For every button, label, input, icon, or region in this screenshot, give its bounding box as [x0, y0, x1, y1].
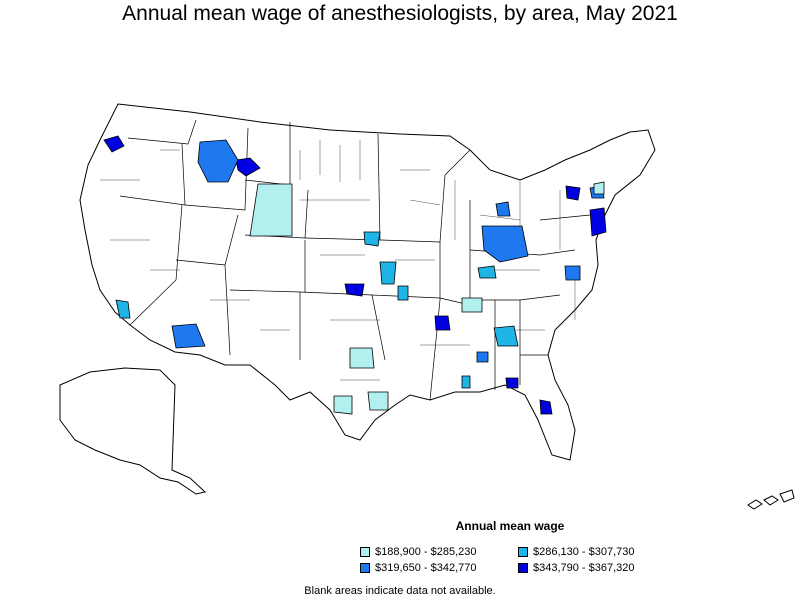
- area-florida-gulf: [461, 375, 471, 389]
- area-texas-north: [349, 347, 375, 369]
- legend-item-tier3: $319,650 - $342,770: [360, 562, 477, 574]
- area-kentucky: [477, 265, 497, 279]
- legend-swatch-tier3: [360, 563, 370, 573]
- area-kansas: [344, 283, 365, 297]
- area-georgia-south: [505, 377, 519, 389]
- legend-swatch-tier2: [518, 547, 528, 557]
- area-texas-central: [333, 395, 353, 415]
- legend-title: Annual mean wage: [455, 519, 565, 533]
- area-maine: [593, 181, 605, 195]
- area-new-york-upstate: [565, 185, 581, 201]
- footnote: Blank areas indicate data not available.: [304, 585, 496, 597]
- area-california-south: [115, 299, 131, 319]
- legend-label-tier4: $343,790 - $367,320: [533, 562, 635, 574]
- area-michigan: [495, 201, 511, 217]
- legend-item-tier2: $286,130 - $307,730: [518, 546, 635, 558]
- legend-swatch-tier4: [518, 563, 528, 573]
- area-portland-or: [103, 135, 125, 153]
- area-montana-west: [197, 139, 239, 183]
- area-arizona: [171, 323, 206, 349]
- area-tennessee: [493, 325, 519, 347]
- map-title: Annual mean wage of anesthesiologists, b…: [122, 2, 678, 25]
- legend-swatch-tier1: [360, 547, 370, 557]
- area-florida-west: [539, 399, 553, 415]
- legend-item-tier1: $188,900 - $285,230: [360, 546, 477, 558]
- area-montana-east: [235, 157, 261, 177]
- county-grid: [100, 140, 576, 381]
- legend-label-tier3: $319,650 - $342,770: [375, 562, 477, 574]
- area-tennessee-west: [461, 297, 483, 313]
- area-indiana-ohio: [481, 225, 529, 263]
- contiguous-us-outline: [79, 103, 656, 461]
- area-kansas-west: [379, 261, 397, 285]
- area-georgia: [476, 351, 489, 363]
- area-virginia: [564, 265, 581, 281]
- area-arkansas: [434, 315, 451, 331]
- wage-areas: [103, 135, 607, 415]
- legend-label-tier1: $188,900 - $285,230: [375, 546, 477, 558]
- alaska-outline: [59, 367, 207, 495]
- area-wyoming: [249, 183, 293, 237]
- area-texas-houston: [367, 391, 389, 411]
- area-iowa: [363, 231, 381, 247]
- hawaii-islands: [747, 489, 795, 510]
- area-new-jersey: [589, 207, 607, 237]
- area-oklahoma: [397, 285, 409, 301]
- legend-item-tier4: $343,790 - $367,320: [518, 562, 635, 574]
- legend-label-tier2: $286,130 - $307,730: [533, 546, 635, 558]
